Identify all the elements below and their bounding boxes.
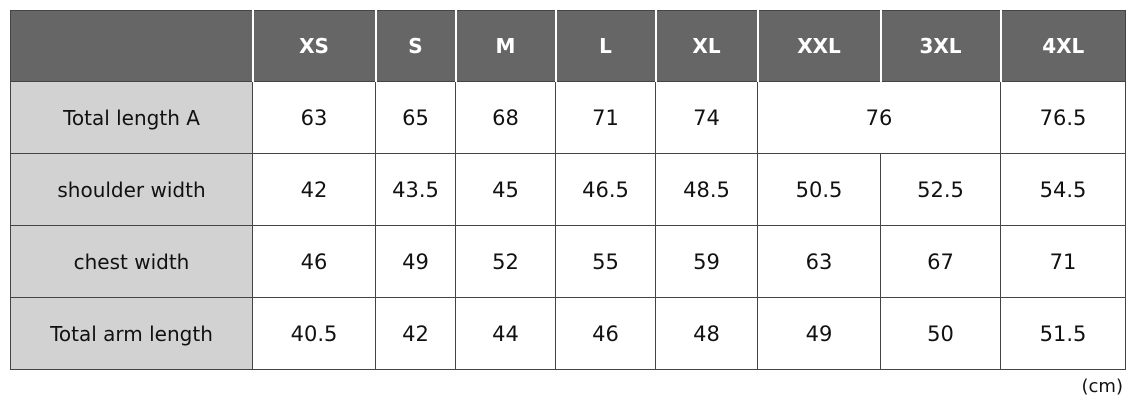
size-header: XL: [654, 10, 759, 82]
row-label: chest width: [10, 225, 253, 298]
cell: 67: [880, 225, 1001, 298]
row-label: Total length A: [10, 81, 253, 154]
cell: 55: [555, 225, 656, 298]
cell: 52: [455, 225, 556, 298]
cell: 49: [757, 297, 881, 370]
cell: 54.5: [1000, 153, 1126, 226]
table-row: Total length A 63 65 68 71 74 76 76.5: [10, 81, 1126, 154]
corner-cell: [10, 10, 254, 82]
header-row: XS S M L XL XXL 3XL 4XL: [10, 10, 1126, 82]
table-row: Total arm length 40.5 42 44 46 48 49 50 …: [10, 297, 1126, 370]
cell: 76.5: [1000, 81, 1126, 154]
cell: 42: [252, 153, 376, 226]
cell: 63: [252, 81, 376, 154]
cell: 46.5: [555, 153, 656, 226]
row-label: Total arm length: [10, 297, 253, 370]
row-label: shoulder width: [10, 153, 253, 226]
cell: 46: [555, 297, 656, 370]
cell: 65: [375, 81, 456, 154]
cell: 71: [1000, 225, 1126, 298]
cell: 51.5: [1000, 297, 1126, 370]
size-header: 4XL: [999, 10, 1126, 82]
size-header: S: [374, 10, 457, 82]
size-header: 3XL: [879, 10, 1002, 82]
cell: 48: [655, 297, 758, 370]
cell: 45: [455, 153, 556, 226]
cell: 50: [880, 297, 1001, 370]
cell: 40.5: [252, 297, 376, 370]
cell: 52.5: [880, 153, 1001, 226]
cell: 76: [757, 81, 1001, 154]
size-header: M: [454, 10, 557, 82]
cell: 46: [252, 225, 376, 298]
size-header: XS: [251, 10, 377, 82]
cell: 44: [455, 297, 556, 370]
cell: 71: [555, 81, 656, 154]
table-row: shoulder width 42 43.5 45 46.5 48.5 50.5…: [10, 153, 1126, 226]
cell: 59: [655, 225, 758, 298]
cell: 48.5: [655, 153, 758, 226]
cell: 63: [757, 225, 881, 298]
cell: 42: [375, 297, 456, 370]
cell: 68: [455, 81, 556, 154]
cell: 49: [375, 225, 456, 298]
unit-note: (cm): [1081, 376, 1123, 397]
cell: 50.5: [757, 153, 881, 226]
size-header: L: [554, 10, 657, 82]
size-table: XS S M L XL XXL 3XL 4XL Total length A 6…: [10, 10, 1126, 370]
size-header: XXL: [756, 10, 882, 82]
cell: 74: [655, 81, 758, 154]
table-row: chest width 46 49 52 55 59 63 67 71: [10, 225, 1126, 298]
cell: 43.5: [375, 153, 456, 226]
